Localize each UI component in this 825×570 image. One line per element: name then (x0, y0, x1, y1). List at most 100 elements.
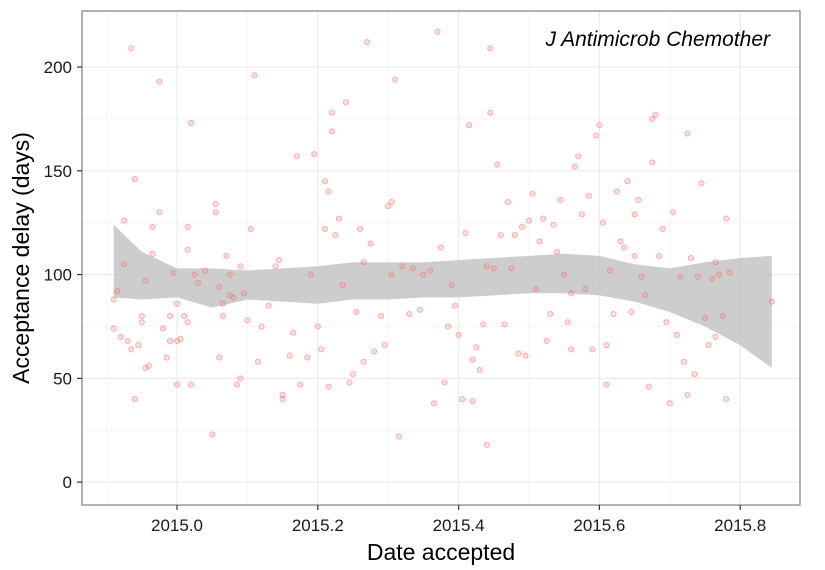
data-point (494, 161, 501, 168)
data-point (497, 232, 504, 239)
data-point (276, 257, 283, 264)
data-point (659, 225, 666, 232)
data-point (131, 396, 138, 403)
x-tick-label: 2015.4 (433, 516, 485, 535)
data-point (536, 238, 543, 245)
data-points (110, 28, 775, 448)
data-point (409, 265, 416, 272)
data-point (547, 310, 554, 318)
data-point (511, 232, 518, 239)
data-point (723, 396, 730, 403)
data-point (318, 346, 325, 353)
data-point (532, 286, 540, 293)
data-point (247, 225, 254, 232)
data-point (596, 122, 603, 129)
data-point (279, 396, 286, 403)
data-point (635, 196, 642, 203)
data-point (677, 273, 684, 280)
data-point (620, 244, 628, 251)
data-point (128, 346, 135, 353)
data-point (195, 279, 202, 286)
data-point (349, 371, 357, 378)
data-point (135, 342, 142, 349)
data-point (663, 319, 670, 326)
data-point (459, 396, 466, 403)
data-point (219, 300, 226, 307)
data-point (254, 358, 262, 365)
data-point (219, 313, 226, 320)
data-point (473, 344, 480, 351)
data-point (441, 379, 448, 386)
data-point (564, 319, 571, 326)
data-point (121, 261, 128, 268)
panel-border (81, 10, 801, 506)
data-point (188, 120, 195, 127)
data-point (617, 238, 624, 245)
data-point (631, 211, 638, 218)
data-point (156, 78, 163, 85)
data-point (518, 223, 526, 230)
data-point (687, 254, 694, 262)
data-point (223, 252, 230, 259)
data-point (427, 267, 434, 274)
data-point (469, 398, 476, 405)
data-point (642, 292, 649, 299)
data-point (258, 323, 265, 330)
data-point (476, 367, 483, 374)
data-point (272, 263, 279, 270)
data-point (466, 122, 473, 129)
data-point (159, 325, 167, 332)
data-point (540, 215, 547, 222)
data-point (360, 358, 367, 365)
grid-lines (82, 11, 800, 505)
data-point (603, 381, 610, 388)
data-point (631, 252, 638, 259)
data-point (529, 190, 536, 197)
data-point (339, 281, 346, 289)
data-point (712, 259, 719, 266)
data-point (237, 263, 244, 270)
data-point (216, 284, 223, 291)
data-point (388, 198, 395, 206)
data-point (723, 215, 730, 222)
data-point (212, 209, 219, 216)
data-point (265, 302, 272, 309)
axis-ticks: 2015.0 2015.2 2015.4 2015.6 2015.8 0 50 100 150 2… (44, 58, 767, 535)
data-point (216, 354, 223, 361)
data-point (487, 45, 494, 52)
data-point (490, 265, 497, 272)
data-point (684, 130, 691, 137)
data-point (420, 271, 427, 278)
data-point (117, 333, 124, 340)
data-point (311, 151, 318, 158)
data-point (181, 313, 188, 320)
data-point (585, 192, 592, 199)
data-point (578, 211, 585, 218)
data-point (430, 400, 438, 407)
data-point (568, 346, 575, 353)
data-point (170, 269, 177, 276)
data-point (166, 313, 174, 320)
data-point (332, 232, 339, 239)
data-point (297, 381, 304, 388)
data-point (568, 290, 575, 297)
data-point (592, 132, 599, 139)
data-point (328, 109, 335, 116)
data-point (244, 317, 251, 324)
data-point (114, 288, 121, 295)
data-point (356, 225, 364, 232)
data-point (575, 153, 582, 160)
data-point (121, 217, 128, 224)
data-point (314, 323, 321, 330)
data-point (554, 248, 561, 255)
data-point (603, 342, 610, 349)
data-point (184, 319, 191, 326)
data-point (399, 263, 406, 270)
y-tick-label: 150 (44, 162, 72, 181)
data-point (589, 346, 596, 353)
data-point (571, 163, 578, 170)
data-point (251, 72, 258, 79)
data-point (209, 431, 216, 438)
data-point (628, 308, 635, 316)
data-point (715, 271, 723, 278)
